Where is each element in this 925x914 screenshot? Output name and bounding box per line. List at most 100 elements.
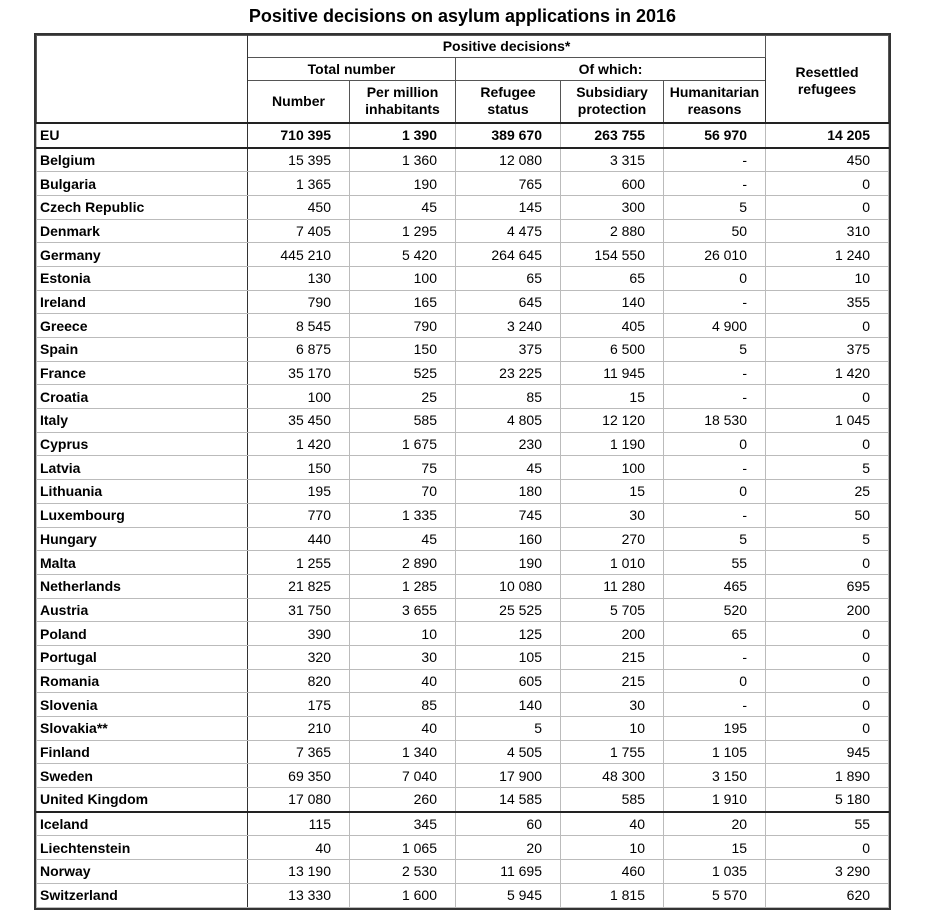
- number-cell: 130: [247, 265, 350, 291]
- subsidiary-protection-cell: 30: [560, 502, 664, 528]
- country-cell: Germany: [36, 242, 248, 267]
- table-body: EU 710 395 1 390 389 670 263 755 56 970 14 205…: [36, 121, 890, 908]
- subsidiary-protection-cell: 100: [560, 455, 664, 481]
- number-cell: 1 255: [247, 550, 350, 575]
- number-cell: 35 170: [247, 360, 350, 386]
- refugee-status-cell: 10 080: [455, 573, 561, 599]
- country-cell: Bulgaria: [36, 171, 248, 196]
- resettled-refugees-cell: 1 240: [765, 242, 890, 267]
- per-million-cell: 190: [349, 171, 456, 196]
- humanitarian-reasons-cell: 56 970: [662, 121, 767, 149]
- refugee-status-cell: 65: [455, 265, 561, 291]
- refugee-status-cell: 25 525: [455, 597, 561, 623]
- per-million-cell: 100: [349, 265, 456, 291]
- refugee-status-cell: 180: [455, 479, 561, 504]
- humanitarian-reasons-cell: 195: [662, 716, 767, 741]
- subsidiary-protection-cell: 600: [560, 171, 664, 196]
- number-cell: 17 080: [247, 787, 350, 813]
- number-cell: 390: [247, 621, 350, 646]
- number-cell: 13 330: [247, 882, 350, 908]
- resettled-refugees-header: Resettled refugees: [765, 35, 890, 123]
- per-million-cell: 2 890: [349, 550, 456, 575]
- table-row: Austria 31 750 3 655 25 525 5 705 520 200: [36, 597, 890, 623]
- resettled-refugees-cell: 0: [765, 384, 890, 410]
- subsidiary-protection-cell: 1 190: [560, 431, 664, 457]
- country-cell: Lithuania: [36, 479, 248, 504]
- per-million-cell: 260: [349, 787, 456, 813]
- asylum-decisions-table: Positive decisions* Resettled refugees T…: [33, 33, 892, 910]
- country-cell: France: [36, 360, 248, 386]
- humanitarian-reasons-header: Humanitarian reasons: [662, 80, 767, 123]
- humanitarian-reasons-cell: 4 900: [662, 313, 767, 338]
- table-row: Greece 8 545 790 3 240 405 4 900 0: [36, 313, 890, 338]
- country-cell: Slovakia**: [36, 716, 248, 741]
- resettled-refugees-cell: 0: [765, 668, 890, 694]
- number-header: Number: [247, 80, 350, 123]
- number-cell: 31 750: [247, 597, 350, 623]
- resettled-refugees-cell: 0: [765, 431, 890, 457]
- humanitarian-reasons-cell: 55: [662, 550, 767, 575]
- number-cell: 445 210: [247, 242, 350, 267]
- refugee-status-cell: 145: [455, 194, 561, 220]
- humanitarian-reasons-cell: 465: [662, 573, 767, 599]
- country-cell: EU: [36, 121, 248, 149]
- subsidiary-protection-cell: 270: [560, 526, 664, 552]
- humanitarian-reasons-cell: 50: [662, 218, 767, 244]
- number-cell: 40: [247, 835, 350, 861]
- subsidiary-protection-cell: 460: [560, 859, 664, 884]
- subsidiary-protection-cell: 215: [560, 644, 664, 670]
- number-cell: 440: [247, 526, 350, 552]
- country-cell: Austria: [36, 597, 248, 623]
- table-row: Latvia 150 75 45 100-5: [36, 455, 890, 481]
- subsidiary-protection-header: Subsidiary protection: [560, 80, 664, 123]
- table-row: Ireland 790 165 645 140-355: [36, 289, 890, 315]
- humanitarian-reasons-cell: -: [662, 146, 767, 173]
- humanitarian-reasons-cell: -: [662, 502, 767, 528]
- resettled-refugees-cell: 0: [765, 194, 890, 220]
- refugee-status-cell: 5: [455, 716, 561, 741]
- country-cell: Hungary: [36, 526, 248, 552]
- number-cell: 35 450: [247, 408, 350, 433]
- country-cell: Cyprus: [36, 431, 248, 457]
- table-row: Croatia 100 25 85 15-0: [36, 384, 890, 410]
- of-which-header: Of which:: [454, 57, 767, 81]
- resettled-refugees-cell: 1 890: [765, 763, 890, 789]
- humanitarian-reasons-cell: -: [662, 360, 767, 386]
- number-cell: 6 875: [247, 337, 350, 362]
- per-million-cell: 75: [349, 455, 456, 481]
- country-cell: Poland: [36, 621, 248, 646]
- per-million-cell: 10: [349, 621, 456, 646]
- refugee-status-cell: 140: [455, 692, 561, 717]
- table-row: Romania 820 40 605 215 0 0: [36, 668, 890, 694]
- refugee-status-cell: 60: [455, 810, 561, 837]
- per-million-cell: 1 285: [349, 573, 456, 599]
- per-million-cell: 40: [349, 716, 456, 741]
- subsidiary-protection-cell: 154 550: [560, 242, 664, 267]
- table-row: Netherlands 21 825 1 285 10 080 11 280 465 695: [36, 573, 890, 599]
- refugee-status-cell: 85: [455, 384, 561, 410]
- humanitarian-reasons-cell: 5: [662, 337, 767, 362]
- subsidiary-protection-cell: 15: [560, 479, 664, 504]
- table-row: Germany 445 210 5 420 264 645 154 550 26 010 1…: [36, 242, 890, 267]
- resettled-refugees-cell: 375: [765, 337, 890, 362]
- country-cell: Norway: [36, 859, 248, 884]
- per-million-cell: 345: [349, 810, 456, 837]
- refugee-status-cell: 160: [455, 526, 561, 552]
- humanitarian-reasons-cell: -: [662, 644, 767, 670]
- subsidiary-protection-cell: 11 945: [560, 360, 664, 386]
- humanitarian-reasons-cell: 0: [662, 668, 767, 694]
- table-row: Switzerland 13 330 1 600 5 945 1 815 5 570 620: [36, 882, 890, 908]
- table-row: Finland 7 365 1 340 4 505 1 755 1 105 945: [36, 739, 890, 765]
- humanitarian-reasons-cell: -: [662, 692, 767, 717]
- country-cell: Portugal: [36, 644, 248, 670]
- number-cell: 7 405: [247, 218, 350, 244]
- refugee-status-cell: 3 240: [455, 313, 561, 338]
- refugee-status-cell: 605: [455, 668, 561, 694]
- subsidiary-protection-cell: 30: [560, 692, 664, 717]
- number-cell: 1 420: [247, 431, 350, 457]
- humanitarian-reasons-cell: 0: [662, 479, 767, 504]
- refugee-status-cell: 375: [455, 337, 561, 362]
- per-million-cell: 790: [349, 313, 456, 338]
- per-million-cell: 585: [349, 408, 456, 433]
- refugee-status-cell: 11 695: [455, 859, 561, 884]
